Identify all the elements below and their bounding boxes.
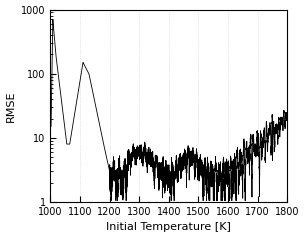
Y-axis label: RMSE: RMSE: [5, 90, 16, 122]
X-axis label: Initial Temperature [K]: Initial Temperature [K]: [106, 223, 231, 233]
